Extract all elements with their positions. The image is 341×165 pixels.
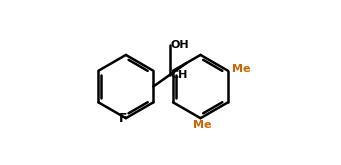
Text: F: F — [119, 113, 128, 126]
Text: Me: Me — [232, 64, 250, 74]
Text: Me: Me — [193, 120, 211, 130]
Text: OH: OH — [171, 40, 190, 50]
Text: CH: CH — [171, 70, 188, 80]
